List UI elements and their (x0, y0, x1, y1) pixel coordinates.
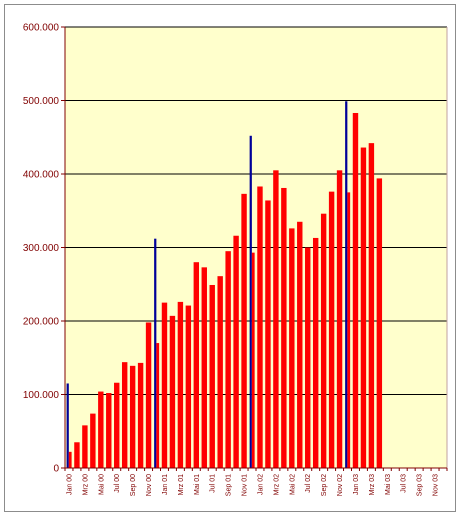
x-tick-label: Mrz 03 (369, 474, 376, 496)
y-tick-label: 300.000 (23, 243, 60, 254)
bar-series-1 (98, 391, 104, 468)
bar-series-1 (145, 322, 152, 468)
bar-series-1 (68, 451, 72, 468)
x-tick-label: Sep 00 (130, 474, 137, 496)
x-tick-label: Jul 02 (305, 474, 312, 493)
bar-series-1 (289, 228, 295, 468)
x-tick-label: Mai 03 (385, 474, 392, 495)
bar-series-1 (201, 267, 207, 468)
bar-series-1 (121, 362, 128, 468)
bar-series-1 (368, 143, 375, 468)
bar-series-1 (273, 170, 279, 468)
bar-series-2 (66, 383, 69, 468)
bar-series-1 (193, 262, 200, 468)
bar-series-1 (376, 178, 383, 468)
y-tick-label: 500.000 (23, 96, 60, 107)
x-tick-label: Mrz 02 (273, 474, 280, 496)
y-tick-label: 100.000 (23, 390, 60, 401)
x-tick-label: Mrz 00 (82, 474, 89, 496)
x-tick-label: Mrz 01 (178, 474, 185, 496)
x-tick-label: Jul 00 (114, 474, 121, 493)
bar-series-1 (185, 305, 192, 468)
x-tick-label: Jan 03 (353, 474, 360, 495)
bar-series-1 (265, 200, 271, 468)
y-tick-label: 600.000 (23, 23, 60, 34)
bar-series-1 (297, 221, 303, 468)
x-tick-label: Nov 01 (242, 474, 249, 496)
bar-series-1 (106, 393, 112, 468)
bar-series-1 (156, 343, 160, 468)
bar-series-1 (328, 191, 335, 468)
x-tick-label: Nov 02 (337, 474, 344, 496)
x-tick-label: Mai 02 (289, 474, 296, 495)
bar-series-1 (90, 413, 96, 468)
bar-series-1 (241, 193, 247, 468)
bar-series-1 (82, 425, 88, 468)
bar-series-2 (154, 238, 157, 468)
x-tick-label: Jan 00 (66, 474, 73, 495)
bar-series-2 (249, 135, 252, 468)
x-tick-label: Jan 02 (257, 474, 264, 495)
x-tick-label: Mai 00 (98, 474, 105, 495)
x-tick-label: Sep 03 (417, 474, 424, 496)
x-tick-label: Mai 01 (194, 474, 201, 495)
bar-series-1 (74, 442, 80, 468)
bar-series-2 (345, 101, 348, 469)
x-tick-label: Jul 01 (210, 474, 217, 493)
bar-series-1 (251, 252, 255, 468)
x-tick-label: Nov 00 (146, 474, 153, 496)
x-tick-label: Sep 02 (321, 474, 328, 496)
bar-series-1 (305, 247, 311, 468)
y-tick-label: 200.000 (23, 317, 60, 328)
bar-series-1 (217, 276, 223, 468)
bar-series-1 (177, 301, 184, 468)
bar-series-1 (347, 192, 351, 468)
bar-series-1 (312, 237, 319, 468)
bar-series-1 (169, 315, 176, 468)
bar-series-1 (360, 147, 367, 469)
bar-series-1 (320, 213, 327, 468)
bar-series-1 (257, 186, 263, 468)
bar-series-1 (209, 284, 215, 468)
bar-series-1 (137, 362, 144, 468)
bar-series-1 (225, 251, 231, 468)
bar-series-1 (233, 235, 239, 468)
bar-series-1 (281, 187, 287, 468)
x-tick-label: Jul 03 (401, 474, 408, 493)
y-tick-label: 400.000 (23, 170, 60, 181)
bar-series-1 (352, 112, 359, 469)
bar-series-1 (336, 170, 343, 468)
bar-series-1 (129, 365, 136, 468)
bar-series-1 (161, 302, 168, 468)
chart-frame: 0 100.000 200.000 300.000 400.000 500.000 600.… (4, 4, 456, 512)
x-tick-label: Nov 03 (433, 474, 440, 496)
bar-chart: 0 100.000 200.000 300.000 400.000 500.000 600.… (23, 23, 448, 496)
x-tick-label: Jan 01 (162, 474, 169, 495)
y-tick-label: 0 (53, 464, 59, 475)
bar-series-1 (114, 382, 120, 468)
x-tick-label: Sep 01 (226, 474, 233, 496)
